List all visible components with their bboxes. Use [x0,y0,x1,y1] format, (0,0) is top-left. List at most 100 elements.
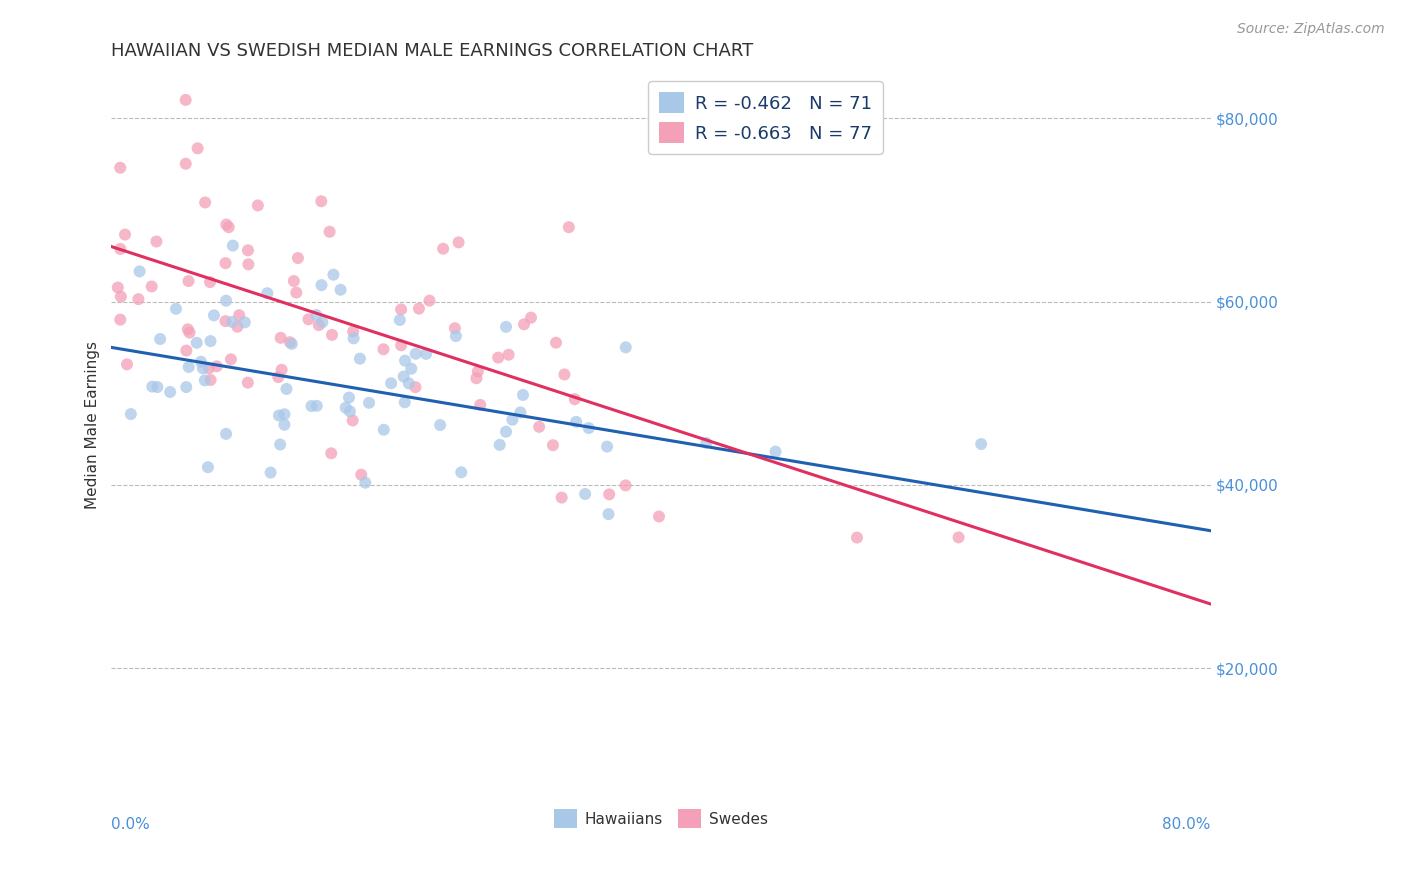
Point [498,348,520,362]
Point [149,332,172,346]
Point [405,380,427,394]
Point [337,391,360,405]
Point [236,376,259,390]
Point [273,417,295,432]
Text: 80.0%: 80.0% [1163,817,1211,832]
Point [486,351,509,365]
Point [311,315,333,329]
Point [398,376,420,391]
Point [321,446,343,460]
Point [267,409,290,423]
Point [267,370,290,384]
Point [120,407,142,421]
Point [281,336,304,351]
Point [415,347,437,361]
Point [214,314,236,328]
Legend: Hawaiians, Swedes: Hawaiians, Swedes [548,803,775,834]
Point [115,357,138,371]
Point [194,195,217,210]
Point [283,274,305,288]
Point [194,373,217,387]
Y-axis label: Median Male Earnings: Median Male Earnings [86,342,100,509]
Text: 0.0%: 0.0% [111,817,150,832]
Point [948,530,970,544]
Point [215,293,238,308]
Point [565,415,588,429]
Point [114,227,136,242]
Point [190,354,212,368]
Point [373,343,395,357]
Point [141,279,163,293]
Point [228,308,250,322]
Point [110,312,132,326]
Point [278,335,301,350]
Point [197,361,219,376]
Point [256,286,278,301]
Point [394,353,416,368]
Point [311,278,333,293]
Point [305,399,328,413]
Point [176,343,198,358]
Point [550,491,572,505]
Point [342,325,364,339]
Point [553,368,575,382]
Point [339,404,361,418]
Point [513,318,536,332]
Point [202,309,225,323]
Point [174,93,197,107]
Point [308,318,330,332]
Point [145,235,167,249]
Point [200,373,222,387]
Point [349,351,371,366]
Point [221,315,243,329]
Point [418,293,440,308]
Point [512,388,534,402]
Point [273,407,295,421]
Point [270,363,292,377]
Point [219,352,242,367]
Point [392,369,415,384]
Point [401,361,423,376]
Point [269,437,291,451]
Text: HAWAIIAN VS SWEDISH MEDIAN MALE EARNINGS CORRELATION CHART: HAWAIIAN VS SWEDISH MEDIAN MALE EARNINGS… [111,42,754,60]
Point [389,338,412,352]
Point [574,487,596,501]
Point [179,326,201,340]
Point [236,244,259,258]
Point [578,421,600,435]
Point [110,242,132,256]
Point [470,398,492,412]
Point [394,395,416,409]
Point [495,319,517,334]
Point [297,312,319,326]
Point [373,423,395,437]
Point [598,507,620,521]
Point [128,264,150,278]
Point [614,340,637,354]
Point [495,425,517,439]
Point [159,384,181,399]
Point [405,347,427,361]
Point [564,392,586,407]
Point [450,465,472,479]
Point [488,438,510,452]
Point [544,335,567,350]
Point [465,371,488,385]
Point [389,302,412,317]
Point [845,531,868,545]
Point [198,275,221,289]
Text: Source: ZipAtlas.com: Source: ZipAtlas.com [1237,22,1385,37]
Point [200,334,222,348]
Point [214,256,236,270]
Point [270,331,292,345]
Point [520,310,543,325]
Point [322,268,344,282]
Point [388,313,411,327]
Point [329,283,352,297]
Point [246,198,269,212]
Point [765,444,787,458]
Point [357,396,380,410]
Point [614,478,637,492]
Point [259,466,281,480]
Point [509,405,531,419]
